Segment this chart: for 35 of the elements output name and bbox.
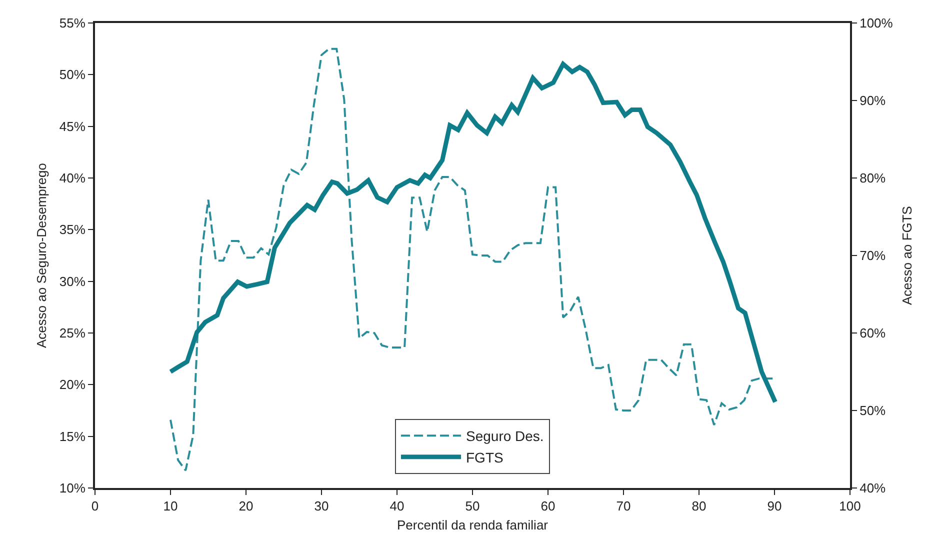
x-tick-label: 70 xyxy=(616,498,631,514)
x-tick-label: 20 xyxy=(238,498,254,514)
y2-tick-label: 80% xyxy=(860,170,886,186)
x-tick-label: 60 xyxy=(540,498,556,514)
y-tick-label: 10% xyxy=(59,480,86,496)
x-tick-label: 50 xyxy=(465,498,480,514)
line-series xyxy=(170,48,776,472)
legend-label: Seguro Des. xyxy=(466,428,544,444)
y2-tick-label: 40% xyxy=(860,480,886,496)
y-tick-label: 45% xyxy=(59,118,86,134)
x-tick-label: 10 xyxy=(163,498,178,514)
y2-tick-label: 90% xyxy=(860,93,886,108)
x-tick-label: 30 xyxy=(314,498,329,514)
y-tick-label: 15% xyxy=(59,428,86,444)
legend-label: FGTS xyxy=(466,449,504,466)
y2-tick-label: 60% xyxy=(860,326,886,341)
x-tick-label: 40 xyxy=(390,498,404,514)
x-tick-label: 80 xyxy=(692,498,706,514)
y2-tick-label: 100% xyxy=(860,16,894,31)
y-tick-label: 40% xyxy=(59,170,86,186)
y-tick-label: 20% xyxy=(59,377,86,392)
y2-tick-label: 50% xyxy=(860,403,886,418)
x-tick-label: 90 xyxy=(767,498,782,514)
y2-axis-title: Acesso ao FGTS xyxy=(899,206,914,305)
y-tick-label: 30% xyxy=(59,274,86,289)
y-tick-label: 25% xyxy=(59,326,86,341)
y-tick-label: 35% xyxy=(59,222,86,238)
line-series xyxy=(168,62,778,404)
y-axis-title: Acesso ao Seguro-Desemprego xyxy=(34,163,49,348)
y2-tick-label: 70% xyxy=(860,248,886,264)
y-tick-label: 55% xyxy=(59,16,86,31)
x-tick-label: 0 xyxy=(91,498,99,514)
y-tick-label: 50% xyxy=(59,67,86,82)
x-axis-title: Percentil da renda familiar xyxy=(396,518,549,533)
x-tick-label: 100 xyxy=(839,498,861,514)
